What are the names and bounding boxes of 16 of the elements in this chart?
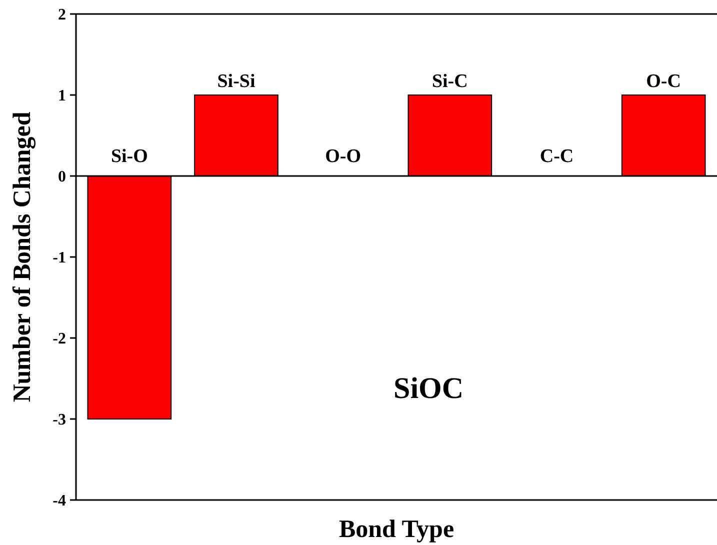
y-tick-label: -4 [52,492,66,510]
annotation: SiOC [394,372,464,405]
x-tick-label: O-C [646,71,681,92]
y-tick-label: -1 [52,250,66,267]
y-axis-title: Number of Bonds Changed [9,112,36,402]
y-tick-label: 2 [58,6,66,24]
y-tick-label: -3 [52,412,66,429]
x-tick-label: C-C [540,146,574,167]
x-tick-label: Si-Si [217,71,256,92]
x-tick-label: Si-O [110,146,148,167]
y-tick-label: 1 [58,88,66,105]
x-tick-label: Si-C [432,71,468,92]
x-axis-title: Bond Type [338,516,454,543]
x-tick-label: O-O [325,146,362,167]
y-tick-label: -2 [52,330,66,348]
y-tick-label: 0 [58,168,66,186]
